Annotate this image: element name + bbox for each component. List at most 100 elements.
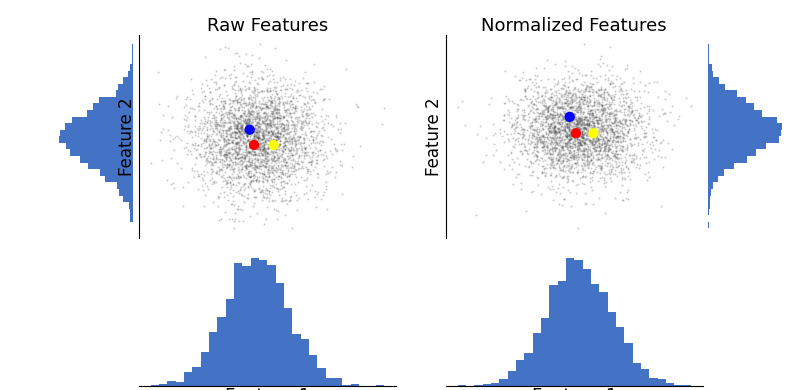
Point	[572, 145, 585, 151]
Point	[589, 141, 602, 147]
Point	[264, 143, 277, 149]
Point	[236, 160, 249, 166]
Point	[235, 88, 248, 94]
Point	[623, 121, 636, 127]
Point	[204, 159, 217, 165]
Point	[229, 116, 242, 122]
Point	[265, 100, 278, 106]
Point	[279, 146, 291, 152]
Point	[306, 103, 318, 110]
Point	[646, 129, 659, 136]
Point	[242, 184, 255, 190]
Point	[599, 143, 611, 149]
Point	[229, 141, 241, 147]
Point	[555, 134, 568, 140]
Point	[269, 136, 282, 143]
Point	[580, 136, 592, 142]
Point	[593, 127, 606, 133]
Point	[192, 126, 205, 132]
Point	[252, 120, 265, 126]
Bar	[708, 90, 737, 97]
Point	[245, 160, 258, 166]
Point	[599, 116, 611, 122]
Point	[215, 167, 228, 173]
Point	[611, 133, 623, 139]
Point	[574, 142, 587, 148]
Point	[546, 133, 559, 140]
Point	[545, 138, 557, 144]
Point	[260, 177, 273, 183]
Point	[269, 134, 282, 140]
Point	[299, 146, 311, 152]
Point	[547, 123, 560, 129]
Point	[530, 152, 542, 158]
Point	[249, 131, 262, 138]
Point	[283, 148, 296, 154]
Point	[224, 119, 237, 126]
Point	[557, 157, 569, 163]
Point	[573, 110, 586, 117]
Point	[264, 122, 277, 128]
Point	[279, 159, 292, 165]
Point	[269, 126, 282, 132]
Point	[584, 108, 596, 115]
Point	[212, 194, 225, 200]
Point	[274, 152, 287, 158]
Point	[310, 160, 322, 166]
Point	[232, 106, 245, 113]
Point	[561, 121, 573, 127]
Point	[543, 134, 556, 140]
Point	[267, 138, 279, 144]
Point	[615, 87, 628, 93]
Point	[514, 77, 526, 83]
Point	[574, 119, 587, 126]
Point	[612, 135, 625, 141]
Point	[218, 103, 230, 109]
Point	[572, 140, 585, 146]
Point	[562, 123, 575, 129]
Point	[592, 99, 604, 106]
Point	[243, 150, 256, 156]
Point	[271, 110, 283, 117]
Point	[567, 128, 580, 134]
Point	[610, 121, 622, 127]
Point	[589, 126, 602, 132]
Point	[253, 137, 266, 144]
Point	[230, 122, 243, 129]
Point	[217, 178, 229, 184]
Point	[584, 144, 596, 150]
Point	[195, 135, 207, 141]
Point	[542, 105, 554, 112]
Point	[626, 118, 638, 124]
Point	[622, 126, 635, 132]
Point	[592, 154, 604, 160]
Point	[230, 124, 243, 130]
Point	[282, 153, 295, 159]
Point	[211, 164, 224, 170]
Point	[219, 209, 232, 215]
Point	[252, 184, 265, 191]
Point	[223, 131, 236, 137]
Point	[603, 175, 616, 181]
Point	[260, 204, 273, 210]
Point	[560, 132, 572, 138]
Point	[256, 129, 269, 136]
Point	[536, 144, 549, 150]
Point	[577, 160, 590, 166]
Point	[570, 108, 583, 114]
Point	[519, 147, 532, 153]
Point	[608, 150, 621, 156]
Point	[534, 136, 547, 143]
Point	[285, 101, 298, 108]
Point	[259, 113, 272, 119]
Point	[613, 102, 626, 108]
Point	[265, 113, 278, 119]
Point	[215, 122, 228, 128]
Point	[237, 126, 249, 132]
Point	[535, 100, 548, 106]
Point	[596, 140, 608, 146]
Point	[241, 183, 254, 189]
Point	[209, 117, 222, 123]
Point	[279, 134, 291, 140]
Point	[250, 164, 263, 170]
